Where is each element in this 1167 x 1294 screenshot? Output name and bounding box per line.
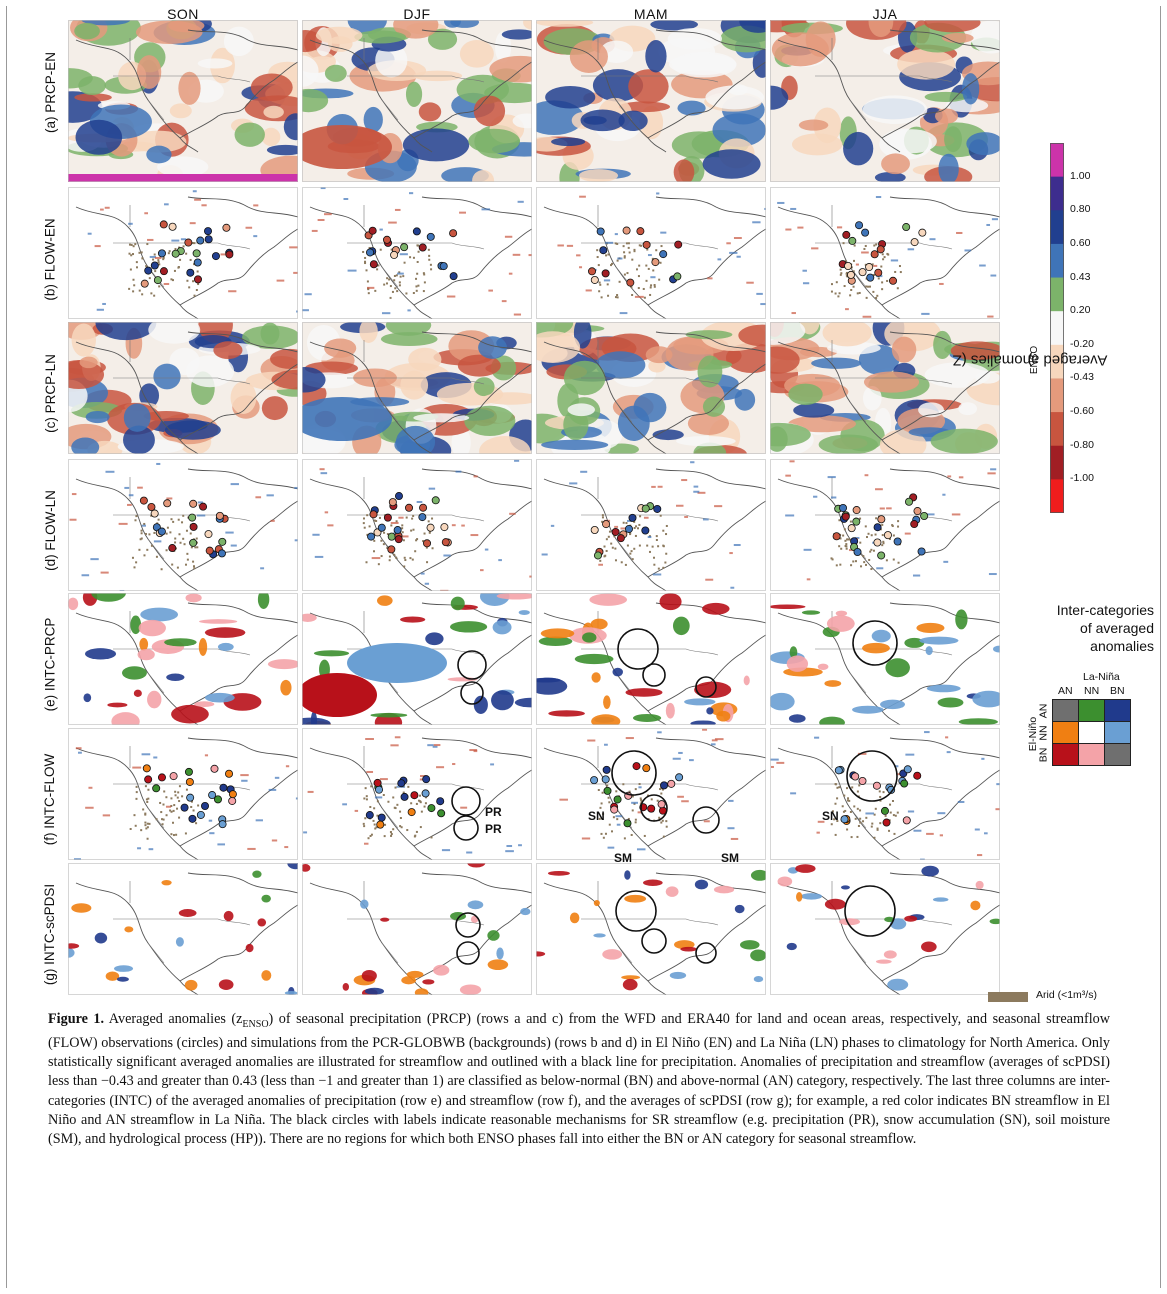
- row-label-a: (a) PRCP-EN: [42, 51, 58, 133]
- colorbar-bin: [1050, 176, 1064, 211]
- map-panel-djf-row-2: [302, 187, 532, 319]
- map-panel-jja-row-7: [770, 863, 1000, 995]
- legend-cell: [1078, 743, 1105, 766]
- mechanism-label-sm-1: SM: [614, 851, 632, 865]
- colorbar-title: Averaged anomalies (Z ENSO): [952, 345, 1108, 375]
- legend-cell: [1052, 743, 1079, 766]
- legend-col-bn: BN: [1110, 685, 1125, 697]
- legend-cell: [1052, 721, 1079, 744]
- colorbar: [1050, 143, 1064, 513]
- map-panel-mam-row-1: [536, 20, 766, 182]
- colorbar-tick-label: -0.43: [1070, 371, 1094, 384]
- colorbar-tick-label: -0.60: [1070, 405, 1094, 418]
- colorbar-tick-label: 0.43: [1070, 270, 1091, 283]
- map-panel-djf-row-1: [302, 20, 532, 182]
- mechanism-label-pr-2: PR: [485, 822, 502, 836]
- map-panel-son-row-2: [68, 187, 298, 319]
- legend-row-an: AN: [1037, 703, 1050, 719]
- map-panel-jja-row-6: [770, 728, 1000, 860]
- legend-cell: [1078, 699, 1105, 722]
- colorbar-bin: [1050, 479, 1064, 513]
- map-panel-djf-row-7: [302, 863, 532, 995]
- map-panel-son-row-6: [68, 728, 298, 860]
- map-panel-mam-row-2: [536, 187, 766, 319]
- legend-la-nina-label: La-Niña: [1083, 671, 1120, 683]
- colorbar-bin: [1050, 243, 1064, 279]
- map-panel-son-row-1: [68, 20, 298, 182]
- caption-label: Figure 1.: [48, 1011, 105, 1027]
- map-panel-jja-row-5: [770, 593, 1000, 725]
- arid-swatch: [988, 992, 1028, 1002]
- map-panel-mam-row-4: [536, 459, 766, 591]
- legend-cell: [1052, 699, 1079, 722]
- colorbar-bin: [1050, 344, 1064, 379]
- legend-cell: [1104, 743, 1131, 766]
- mechanism-label-sm-2: SM: [721, 851, 739, 865]
- legend-row-nn: NN: [1037, 725, 1050, 741]
- mechanism-label-pr-1: PR: [485, 805, 502, 819]
- legend-title-line1: Inter-categories: [1056, 602, 1154, 618]
- figure-frame: [6, 6, 1161, 1288]
- inter-category-grid: [1052, 699, 1131, 766]
- map-panel-jja-row-1: [770, 20, 1000, 182]
- legend-title-line3: anomalies: [1090, 638, 1154, 654]
- row-label-e: (e) INTC-PRCP: [42, 617, 58, 711]
- map-panel-jja-row-4: [770, 459, 1000, 591]
- legend-cell: [1104, 699, 1131, 722]
- row-label-f: (f) INTC-FLOW: [42, 753, 58, 845]
- column-header-djf: DJF: [403, 6, 431, 22]
- colorbar-bin: [1050, 311, 1064, 346]
- row-label-g: (g) INTC-scPDSI: [42, 883, 58, 985]
- colorbar-tick-label: 0.60: [1070, 236, 1091, 249]
- map-panel-djf-row-6: [302, 728, 532, 860]
- mechanism-label-sn-1: SN: [588, 809, 605, 823]
- map-panel-son-row-3: [68, 322, 298, 454]
- column-header-mam: MAM: [633, 6, 669, 22]
- row-label-d: (d) FLOW-LN: [42, 489, 58, 571]
- legend-cell: [1078, 721, 1105, 744]
- colorbar-tick-label: 0.80: [1070, 203, 1091, 216]
- column-header-son: SON: [167, 6, 199, 22]
- map-panel-son-row-7: [68, 863, 298, 995]
- map-panel-djf-row-4: [302, 459, 532, 591]
- legend-title-line2: of averaged: [1080, 620, 1154, 636]
- map-panel-mam-row-7: [536, 863, 766, 995]
- map-panel-jja-row-2: [770, 187, 1000, 319]
- colorbar-bin: [1050, 412, 1064, 447]
- row-label-b: (b) FLOW-EN: [42, 217, 58, 301]
- colorbar-tick-label: -0.20: [1070, 337, 1094, 350]
- row-label-c: (c) PRCP-LN: [42, 353, 58, 433]
- legend-cell: [1104, 721, 1131, 744]
- map-panel-mam-row-6: [536, 728, 766, 860]
- map-panel-mam-row-5: [536, 593, 766, 725]
- colorbar-tick-label: 1.00: [1070, 169, 1091, 182]
- map-panel-jja-row-3: [770, 322, 1000, 454]
- legend-col-an: AN: [1058, 685, 1073, 697]
- legend-col-nn: NN: [1084, 685, 1100, 697]
- mechanism-label-sn-2: SN: [822, 809, 839, 823]
- column-header-jja: JJA: [872, 6, 898, 22]
- map-panel-djf-row-5: [302, 593, 532, 725]
- legend-row-bn: BN: [1037, 747, 1050, 763]
- colorbar-tick-label: 0.20: [1070, 304, 1091, 317]
- colorbar-bin: [1050, 378, 1064, 413]
- colorbar-bin: [1050, 277, 1064, 312]
- colorbar-tick-label: -1.00: [1070, 472, 1094, 485]
- arid-label: Arid (<1m³/s): [1036, 989, 1097, 1001]
- colorbar-bin: [1050, 210, 1064, 245]
- map-panel-son-row-4: [68, 459, 298, 591]
- map-panel-son-row-5: [68, 593, 298, 725]
- figure-caption: Figure 1. Averaged anomalies (zENSO) of …: [48, 1011, 1110, 1148]
- colorbar-bin: [1050, 143, 1064, 178]
- map-panel-djf-row-3: [302, 322, 532, 454]
- map-panel-mam-row-3: [536, 322, 766, 454]
- colorbar-tick-label: -0.80: [1070, 438, 1094, 451]
- colorbar-bin: [1050, 445, 1064, 480]
